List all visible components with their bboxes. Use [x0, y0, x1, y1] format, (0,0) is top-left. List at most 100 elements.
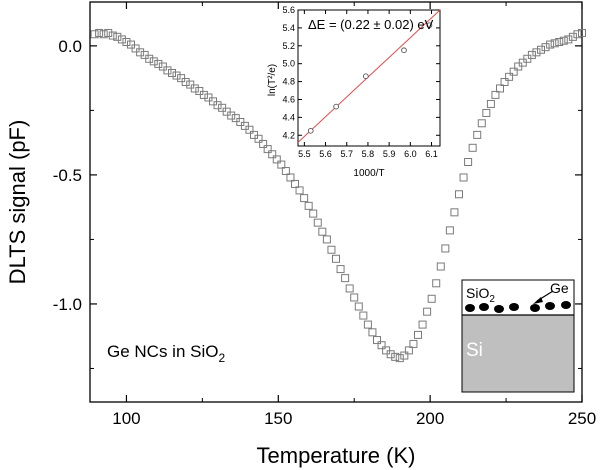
- inset-x-axis-label: 1000/T: [353, 168, 384, 179]
- dlts-data-point: [546, 40, 555, 49]
- x-tick-label: 200: [416, 409, 444, 428]
- inset-y-tick-label: 4.6: [282, 94, 295, 104]
- inset-y-tick-label: 5.0: [282, 59, 295, 69]
- dlts-data-point: [455, 190, 463, 199]
- dlts-data-point: [190, 84, 199, 93]
- dlts-data-point: [95, 28, 104, 37]
- dlts-data-point: [272, 155, 281, 164]
- si-label: Si: [466, 340, 483, 361]
- dlts-data-point: [268, 150, 277, 159]
- dlts-data-point: [113, 32, 122, 41]
- inset-y-tick-label: 4.8: [282, 77, 295, 87]
- dlts-data-point: [404, 346, 413, 355]
- dlts-data-point: [377, 341, 386, 350]
- dlts-data-point: [564, 35, 573, 44]
- inset-energy-annotation: ΔE = (0.22 ± 0.02) eV: [308, 17, 434, 32]
- ge-nanocrystal: [479, 303, 489, 311]
- inset-x-tick-label: 5.6: [319, 149, 332, 159]
- dlts-data-point: [464, 158, 473, 166]
- dlts-data-point: [555, 38, 564, 46]
- inset-data-point: [307, 127, 314, 134]
- inset-x-tick-label: 6.0: [404, 149, 417, 159]
- dlts-data-point: [281, 167, 290, 176]
- ge-nanocrystal: [509, 303, 519, 311]
- inset-y-tick-label: 5.4: [282, 23, 295, 33]
- sample-annotation: Ge NCs in SiO2: [107, 342, 225, 365]
- dlts-data-point: [318, 227, 327, 236]
- dlts-data-point: [373, 336, 381, 345]
- dlts-data-point: [259, 139, 268, 148]
- dlts-data-point: [441, 244, 450, 253]
- dlts-data-point: [482, 108, 491, 117]
- ge-nanocrystal: [465, 304, 475, 312]
- dlts-data-point: [136, 48, 145, 57]
- sample-annotation-main: Ge NCs in SiO: [107, 342, 218, 361]
- dlts-data-point: [550, 39, 559, 48]
- dlts-data-point: [350, 293, 359, 302]
- y-tick-label: 0.0: [58, 37, 82, 56]
- dlts-data-point: [568, 32, 577, 41]
- inset-data-point: [401, 47, 407, 54]
- dlts-data-point: [254, 134, 263, 143]
- dlts-data-point: [368, 328, 377, 337]
- dlts-data-point: [459, 173, 468, 182]
- inset-x-tick-label: 5.9: [383, 149, 396, 159]
- dlts-data-point: [491, 90, 500, 99]
- inset-data-point: [426, 22, 433, 29]
- dlts-data-point: [537, 45, 545, 54]
- dlts-data-point: [327, 245, 336, 254]
- dlts-data-point: [468, 143, 477, 152]
- dlts-data-point: [395, 354, 404, 363]
- dlts-data-point: [313, 218, 322, 227]
- dlts-data-point: [227, 111, 236, 120]
- dlts-data-point: [322, 235, 331, 244]
- inset-x-tick-label: 5.8: [362, 149, 375, 159]
- inset-data-point: [362, 73, 369, 80]
- inset-y-tick-label: 5.2: [282, 41, 295, 51]
- main-y-tick-labels: 0.0 -0.5 -1.0: [53, 37, 82, 314]
- ge-nanocrystal: [545, 302, 555, 310]
- ge-nanocrystal: [530, 304, 540, 312]
- dlts-data-point: [527, 50, 536, 59]
- main-axis-ticks: [90, 2, 583, 402]
- dlts-data-point: [400, 351, 409, 360]
- dlts-data-point: [363, 320, 372, 329]
- dlts-data-point: [345, 284, 354, 293]
- dlts-data-point: [213, 101, 222, 110]
- dlts-data-point: [532, 48, 541, 57]
- dlts-data-point: [104, 28, 113, 37]
- dlts-data-point: [163, 66, 172, 75]
- dlts-data-point: [473, 130, 482, 139]
- device-schematic: SiO2 Ge Si: [461, 279, 575, 393]
- dlts-data-point: [505, 72, 514, 81]
- inset-data-series: [307, 22, 433, 134]
- dlts-data-point: [496, 84, 504, 93]
- sio2-label-main: SiO: [466, 285, 489, 301]
- inset-x-tick-label: 5.5: [298, 149, 311, 159]
- main-plot-frame: [89, 1, 583, 403]
- dlts-data-point: [445, 226, 454, 235]
- y-tick-label: -0.5: [53, 166, 82, 185]
- sio2-label-subscript: 2: [489, 294, 495, 305]
- dlts-data-point: [486, 99, 495, 108]
- inset-fit-line: [297, 9, 441, 143]
- dlts-data-point: [500, 78, 509, 86]
- dlts-data-point: [172, 71, 181, 80]
- dlts-data-point: [309, 209, 318, 218]
- main-data-series: [90, 28, 586, 363]
- dlts-data-point: [286, 173, 295, 182]
- dlts-data-point: [300, 194, 309, 203]
- sample-annotation-subscript: 2: [218, 351, 225, 365]
- dlts-data-point: [117, 35, 126, 44]
- inset-y-tick-label: 4.4: [282, 112, 295, 122]
- dlts-data-point: [291, 179, 299, 188]
- ge-nanocrystal: [561, 301, 571, 309]
- ge-label: Ge: [550, 280, 569, 296]
- dlts-data-point: [450, 208, 459, 217]
- dlts-data-point: [559, 36, 568, 45]
- dlts-data-point: [108, 31, 117, 40]
- dlts-data-point: [578, 28, 586, 37]
- dlts-data-point: [154, 59, 163, 68]
- inset-x-tick-label: 6.1: [425, 149, 438, 159]
- inset-x-tick-labels: 5.5 5.6 5.7 5.8 5.9 6.0 6.1: [298, 149, 438, 159]
